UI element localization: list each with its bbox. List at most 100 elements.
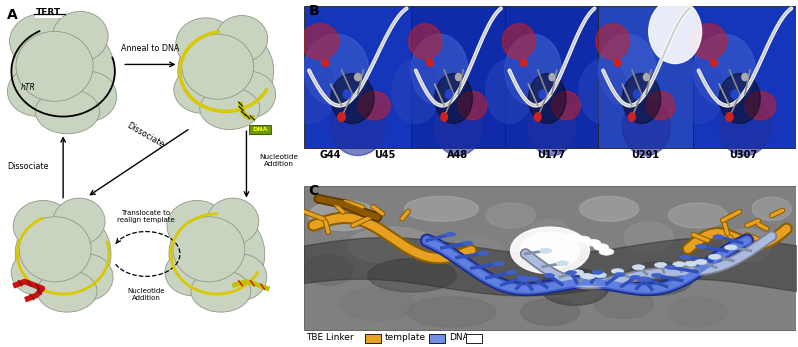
Ellipse shape xyxy=(519,277,530,281)
Ellipse shape xyxy=(520,59,527,66)
Ellipse shape xyxy=(646,91,675,120)
Ellipse shape xyxy=(649,0,701,64)
Ellipse shape xyxy=(405,196,479,221)
Ellipse shape xyxy=(486,59,533,124)
Ellipse shape xyxy=(673,262,685,267)
Ellipse shape xyxy=(176,18,235,69)
Ellipse shape xyxy=(594,272,606,278)
Ellipse shape xyxy=(215,16,267,62)
Text: DNA: DNA xyxy=(449,333,468,342)
Text: Nucleotide
Addition: Nucleotide Addition xyxy=(259,154,298,167)
Ellipse shape xyxy=(173,217,245,282)
Ellipse shape xyxy=(622,74,661,124)
Ellipse shape xyxy=(348,227,437,264)
Ellipse shape xyxy=(341,287,414,320)
Text: TBE Linker: TBE Linker xyxy=(306,333,354,342)
Text: template: template xyxy=(385,333,426,342)
Bar xyxy=(411,6,506,149)
Ellipse shape xyxy=(579,196,638,221)
Ellipse shape xyxy=(576,236,591,243)
Ellipse shape xyxy=(531,220,570,245)
Ellipse shape xyxy=(651,273,662,277)
Ellipse shape xyxy=(528,74,566,124)
Ellipse shape xyxy=(654,262,667,268)
Ellipse shape xyxy=(725,245,737,250)
Ellipse shape xyxy=(624,262,693,295)
Ellipse shape xyxy=(586,239,601,246)
Ellipse shape xyxy=(309,201,377,230)
Ellipse shape xyxy=(630,275,641,279)
Bar xyxy=(466,333,482,343)
Text: hTR: hTR xyxy=(20,83,35,92)
Text: DNA: DNA xyxy=(252,127,267,132)
Ellipse shape xyxy=(685,261,697,266)
Bar xyxy=(693,6,796,149)
Text: U177: U177 xyxy=(537,150,566,160)
Ellipse shape xyxy=(527,276,539,280)
Ellipse shape xyxy=(622,99,670,155)
Ellipse shape xyxy=(566,271,577,275)
Ellipse shape xyxy=(169,208,265,301)
Text: C: C xyxy=(309,184,318,198)
Ellipse shape xyxy=(594,244,609,251)
Ellipse shape xyxy=(517,276,527,280)
Ellipse shape xyxy=(392,59,440,124)
Ellipse shape xyxy=(167,201,227,252)
Ellipse shape xyxy=(719,99,771,155)
Ellipse shape xyxy=(35,89,100,134)
Ellipse shape xyxy=(61,254,113,301)
Ellipse shape xyxy=(223,71,275,118)
Ellipse shape xyxy=(579,59,627,124)
Ellipse shape xyxy=(407,297,496,327)
Ellipse shape xyxy=(462,241,473,245)
Ellipse shape xyxy=(12,22,115,121)
Text: A: A xyxy=(7,8,18,22)
Ellipse shape xyxy=(440,113,448,121)
Ellipse shape xyxy=(322,59,329,66)
Ellipse shape xyxy=(696,244,706,248)
Ellipse shape xyxy=(571,270,583,275)
Ellipse shape xyxy=(731,90,738,99)
Ellipse shape xyxy=(543,273,555,278)
Ellipse shape xyxy=(598,34,656,105)
Text: Dissociate: Dissociate xyxy=(7,162,49,171)
Ellipse shape xyxy=(709,254,721,259)
Ellipse shape xyxy=(411,34,468,105)
Ellipse shape xyxy=(61,71,117,121)
Ellipse shape xyxy=(592,270,602,274)
Ellipse shape xyxy=(14,201,73,252)
Ellipse shape xyxy=(549,74,555,81)
Ellipse shape xyxy=(552,91,580,120)
Ellipse shape xyxy=(456,74,461,81)
Ellipse shape xyxy=(409,24,442,59)
Ellipse shape xyxy=(178,25,274,118)
Text: G44: G44 xyxy=(320,150,342,160)
Ellipse shape xyxy=(458,91,487,120)
Ellipse shape xyxy=(713,235,724,239)
Ellipse shape xyxy=(427,59,433,66)
Ellipse shape xyxy=(614,272,625,277)
Ellipse shape xyxy=(343,90,351,99)
Ellipse shape xyxy=(165,249,221,296)
Ellipse shape xyxy=(354,74,361,81)
Text: Translocate to
realign template: Translocate to realign template xyxy=(117,210,175,223)
Ellipse shape xyxy=(520,299,579,325)
Ellipse shape xyxy=(540,269,609,305)
Ellipse shape xyxy=(504,34,562,105)
Ellipse shape xyxy=(444,232,456,236)
Ellipse shape xyxy=(19,217,91,282)
Ellipse shape xyxy=(15,208,111,301)
Ellipse shape xyxy=(38,270,97,312)
Ellipse shape xyxy=(368,259,456,292)
Text: B: B xyxy=(309,4,319,18)
Ellipse shape xyxy=(564,234,579,240)
Ellipse shape xyxy=(695,260,707,264)
Ellipse shape xyxy=(493,262,504,266)
Ellipse shape xyxy=(624,222,674,252)
Ellipse shape xyxy=(539,90,546,99)
Ellipse shape xyxy=(445,90,452,99)
Ellipse shape xyxy=(596,24,630,59)
Bar xyxy=(598,6,694,149)
Ellipse shape xyxy=(668,297,728,327)
Ellipse shape xyxy=(742,74,748,81)
